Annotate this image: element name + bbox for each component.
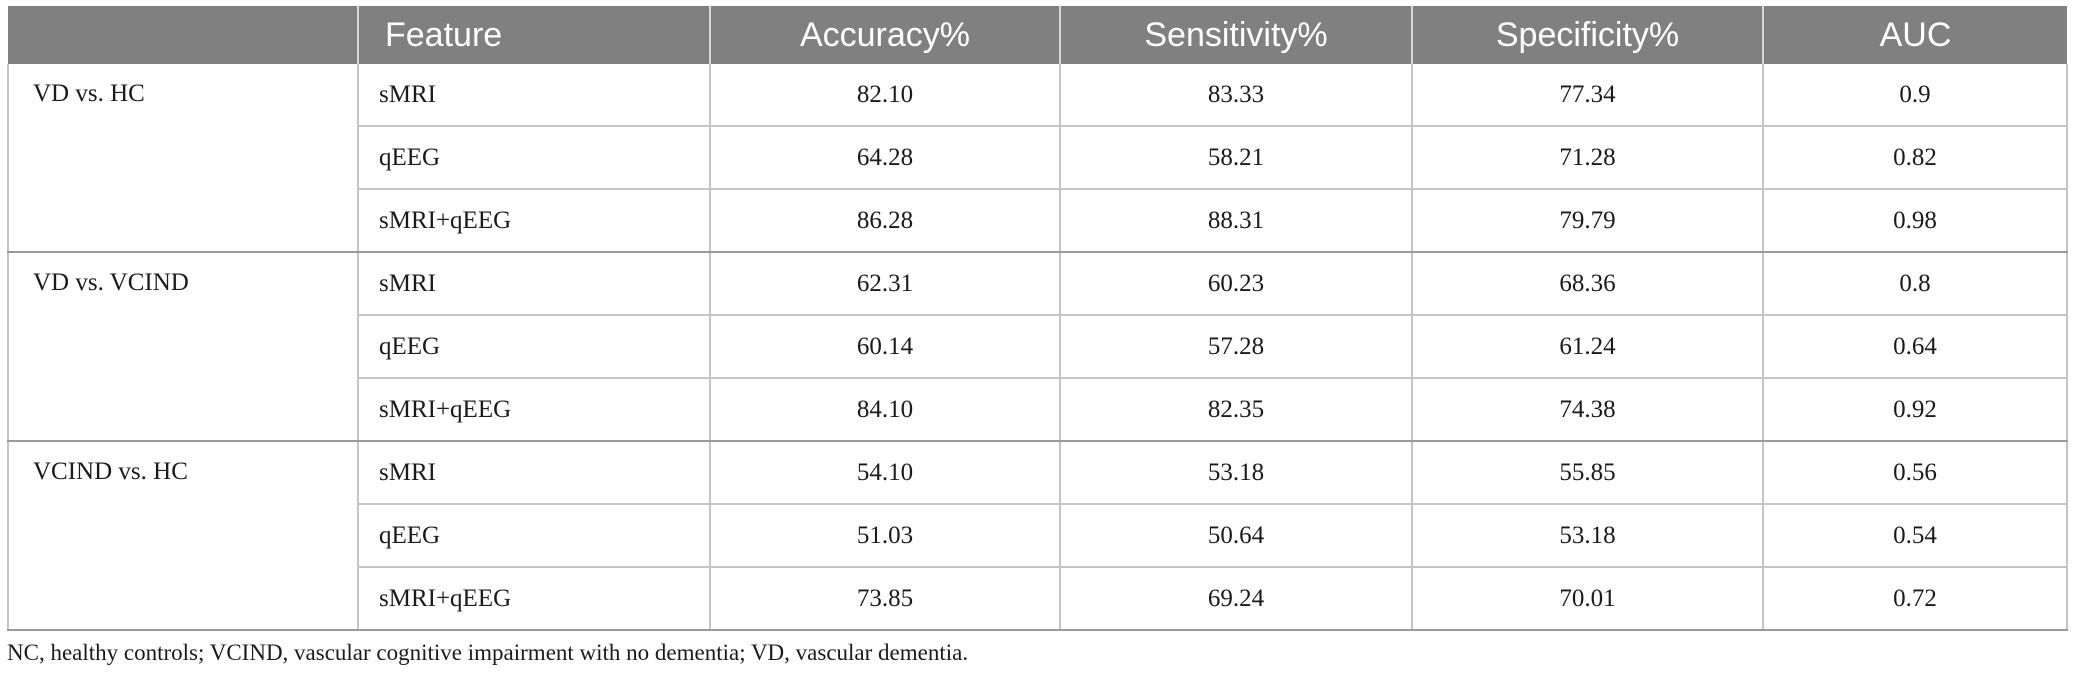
group-label: VCIND vs. HC <box>7 441 358 631</box>
header-specificity: Specificity% <box>1411 6 1763 64</box>
sensitivity-cell: 50.64 <box>1059 504 1412 568</box>
table-row: sMRI+qEEG 73.85 69.24 70.01 0.72 <box>8 567 2068 631</box>
table-row: sMRI+qEEG 86.28 88.31 79.79 0.98 <box>8 189 2068 253</box>
accuracy-cell: 60.14 <box>709 315 1060 379</box>
table-row: qEEG 60.14 57.28 61.24 0.64 <box>8 315 2068 379</box>
table-footnote: NC, healthy controls; VCIND, vascular co… <box>7 640 969 665</box>
feature-cell: qEEG <box>357 315 710 379</box>
sensitivity-cell: 57.28 <box>1059 315 1412 379</box>
table-row: VD vs. VCIND sMRI 62.31 60.23 68.36 0.8 <box>7 252 2068 442</box>
accuracy-cell: 86.28 <box>709 189 1060 253</box>
auc-cell: 0.92 <box>1762 378 2068 442</box>
table-row: qEEG 64.28 58.21 71.28 0.82 <box>8 126 2068 190</box>
feature-cell: sMRI+qEEG <box>357 378 710 442</box>
accuracy-cell: 54.10 <box>709 441 1060 505</box>
auc-cell: 0.72 <box>1762 567 2068 631</box>
feature-cell: qEEG <box>357 504 710 568</box>
table-row: VCIND vs. HC sMRI 54.10 53.18 55.85 0.56 <box>7 441 2068 631</box>
specificity-cell: 61.24 <box>1411 315 1763 379</box>
auc-cell: 0.8 <box>1762 252 2068 316</box>
feature-cell: qEEG <box>357 126 710 190</box>
classification-results-table: Feature Accuracy% Sensitivity% Specifici… <box>7 6 2068 631</box>
feature-cell: sMRI <box>357 64 710 127</box>
feature-cell: sMRI <box>357 441 710 505</box>
specificity-cell: 55.85 <box>1411 441 1763 505</box>
auc-cell: 0.9 <box>1762 64 2068 127</box>
auc-cell: 0.82 <box>1762 126 2068 190</box>
group-label: VD vs. VCIND <box>7 252 358 442</box>
accuracy-cell: 82.10 <box>709 64 1060 127</box>
sensitivity-cell: 83.33 <box>1059 64 1412 127</box>
accuracy-cell: 84.10 <box>709 378 1060 442</box>
specificity-cell: 79.79 <box>1411 189 1763 253</box>
header-accuracy: Accuracy% <box>709 6 1060 64</box>
auc-cell: 0.98 <box>1762 189 2068 253</box>
specificity-cell: 68.36 <box>1411 252 1763 316</box>
sensitivity-cell: 58.21 <box>1059 126 1412 190</box>
table-row: VD vs. HC sMRI 82.10 83.33 77.34 0.9 <box>7 64 2068 253</box>
auc-cell: 0.54 <box>1762 504 2068 568</box>
accuracy-cell: 64.28 <box>709 126 1060 190</box>
specificity-cell: 71.28 <box>1411 126 1763 190</box>
accuracy-cell: 51.03 <box>709 504 1060 568</box>
header-feature: Feature <box>357 6 710 64</box>
auc-cell: 0.56 <box>1762 441 2068 505</box>
results-table-container: Feature Accuracy% Sensitivity% Specifici… <box>7 6 2068 631</box>
sensitivity-cell: 53.18 <box>1059 441 1412 505</box>
specificity-cell: 70.01 <box>1411 567 1763 631</box>
specificity-cell: 74.38 <box>1411 378 1763 442</box>
feature-cell: sMRI+qEEG <box>357 189 710 253</box>
table-row: sMRI+qEEG 84.10 82.35 74.38 0.92 <box>8 378 2068 442</box>
specificity-cell: 77.34 <box>1411 64 1763 127</box>
sensitivity-cell: 88.31 <box>1059 189 1412 253</box>
sensitivity-cell: 82.35 <box>1059 378 1412 442</box>
table-header-row: Feature Accuracy% Sensitivity% Specifici… <box>8 6 2067 64</box>
group-label: VD vs. HC <box>7 64 358 253</box>
specificity-cell: 53.18 <box>1411 504 1763 568</box>
header-sensitivity: Sensitivity% <box>1059 6 1412 64</box>
sensitivity-cell: 60.23 <box>1059 252 1412 316</box>
table-row: qEEG 51.03 50.64 53.18 0.54 <box>8 504 2068 568</box>
sensitivity-cell: 69.24 <box>1059 567 1412 631</box>
accuracy-cell: 73.85 <box>709 567 1060 631</box>
header-auc: AUC <box>1762 6 2067 64</box>
accuracy-cell: 62.31 <box>709 252 1060 316</box>
feature-cell: sMRI+qEEG <box>357 567 710 631</box>
feature-cell: sMRI <box>357 252 710 316</box>
auc-cell: 0.64 <box>1762 315 2068 379</box>
header-comparison <box>8 6 358 64</box>
